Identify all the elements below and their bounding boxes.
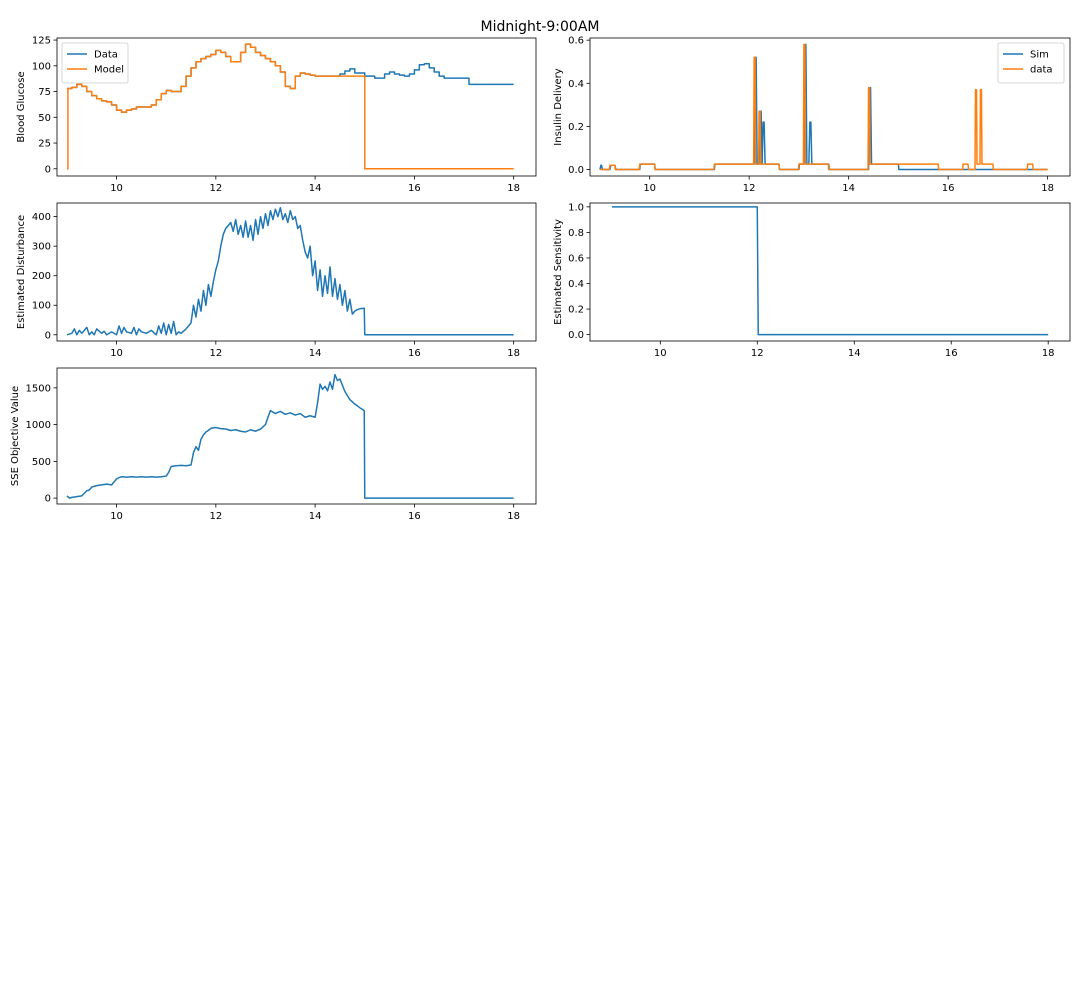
y-tick-label: 0.4 [568, 79, 584, 90]
x-tick-label: 16 [945, 348, 958, 359]
legend: Data Model [61, 42, 129, 84]
axes-frame [589, 37, 1071, 177]
x-tick-label: 10 [654, 348, 667, 359]
y-tick-label: 500 [32, 457, 51, 468]
y-tick-label: 0 [45, 164, 51, 175]
y-tick-label: 0.6 [568, 253, 584, 264]
x-tick-label: 14 [842, 183, 855, 194]
y-tick-label: 400 [32, 212, 51, 223]
legend: Sim data [997, 42, 1065, 84]
subplot-5: 10 12 14 16 18 0 500 1000 1500 SSE Objective Valu… [10, 367, 537, 522]
y-tick-label: 100 [32, 301, 51, 312]
x-tick-label: 14 [309, 511, 322, 522]
y-axis-label: Insulin Delivery [553, 68, 564, 145]
y-axis-label: SSE Objective Value [10, 386, 21, 486]
axes-frame [56, 367, 537, 505]
y-tick-label: 0.2 [568, 305, 584, 316]
legend-label-data: data [1030, 65, 1053, 76]
y-tick-label: 200 [32, 271, 51, 282]
series-line-data [599, 43, 1048, 171]
figure-title: Midnight-9:00AM [480, 19, 599, 35]
axes-frame [589, 202, 1071, 342]
subplot-1: 10 12 14 16 18 0 25 50 75 100 125 Blood Glucose Data… [16, 36, 537, 194]
legend-label-sim: Sim [1030, 50, 1049, 61]
subplot-4: 10 12 14 16 18 0.0 0.2 0.4 0.6 0.8 1.0 Estimated Se… [553, 202, 1071, 359]
x-tick-label: 10 [110, 511, 123, 522]
x-tick-label: 14 [309, 183, 322, 194]
legend-box [997, 42, 1065, 84]
x-tick-label: 10 [110, 183, 123, 194]
axes-frame [56, 37, 537, 177]
y-tick-label: 0.2 [568, 122, 584, 133]
x-tick-label: 18 [507, 348, 520, 359]
series-line-model [66, 43, 514, 170]
y-tick-label: 0.0 [568, 165, 584, 176]
y-tick-label: 300 [32, 242, 51, 253]
y-tick-label: 0.6 [568, 36, 584, 47]
x-tick-label: 18 [507, 511, 520, 522]
y-axis-label: Blood Glucose [16, 71, 27, 142]
series-line-series-1 [66, 206, 514, 336]
x-tick-label: 16 [408, 183, 421, 194]
axes-frame [56, 202, 537, 342]
y-tick-label: 75 [38, 87, 51, 98]
x-tick-label: 12 [209, 183, 222, 194]
y-tick-label: 0.0 [568, 330, 584, 341]
x-tick-label: 16 [408, 348, 421, 359]
y-axis-label: Estimated Disturbance [16, 215, 27, 329]
y-tick-label: 0 [45, 330, 51, 341]
y-tick-label: 0.8 [568, 228, 584, 239]
y-tick-label: 125 [32, 36, 51, 47]
x-tick-label: 16 [408, 511, 421, 522]
subplot-2: 10 12 14 16 18 0.0 0.2 0.4 0.6 Insulin Delivery Si… [553, 36, 1071, 194]
x-tick-label: 12 [751, 348, 764, 359]
x-tick-label: 18 [507, 183, 520, 194]
y-tick-label: 25 [38, 139, 51, 150]
y-tick-label: 0 [45, 494, 51, 505]
y-tick-label: 0.4 [568, 279, 584, 290]
x-tick-label: 14 [848, 348, 861, 359]
x-tick-label: 16 [942, 183, 955, 194]
series-line-series-1 [66, 373, 514, 499]
y-axis-label: Estimated Sensitivity [553, 219, 564, 325]
y-tick-label: 100 [32, 61, 51, 72]
x-tick-label: 18 [1041, 183, 1054, 194]
y-tick-label: 1500 [26, 383, 51, 394]
x-tick-label: 12 [209, 348, 222, 359]
x-tick-label: 10 [643, 183, 656, 194]
x-tick-label: 12 [743, 183, 756, 194]
y-tick-label: 50 [38, 113, 51, 124]
y-tick-label: 1.0 [568, 202, 584, 213]
x-tick-label: 18 [1042, 348, 1055, 359]
series-line-series-1 [611, 206, 1049, 336]
x-tick-label: 10 [110, 348, 123, 359]
legend-label-data: Data [94, 50, 118, 61]
y-tick-label: 1000 [26, 420, 51, 431]
legend-box [61, 42, 129, 84]
subplot-3: 10 12 14 16 18 0 100 200 300 400 Estimated Disturb… [16, 202, 537, 359]
legend-label-model: Model [94, 65, 124, 76]
x-tick-label: 12 [209, 511, 222, 522]
x-tick-label: 14 [309, 348, 322, 359]
